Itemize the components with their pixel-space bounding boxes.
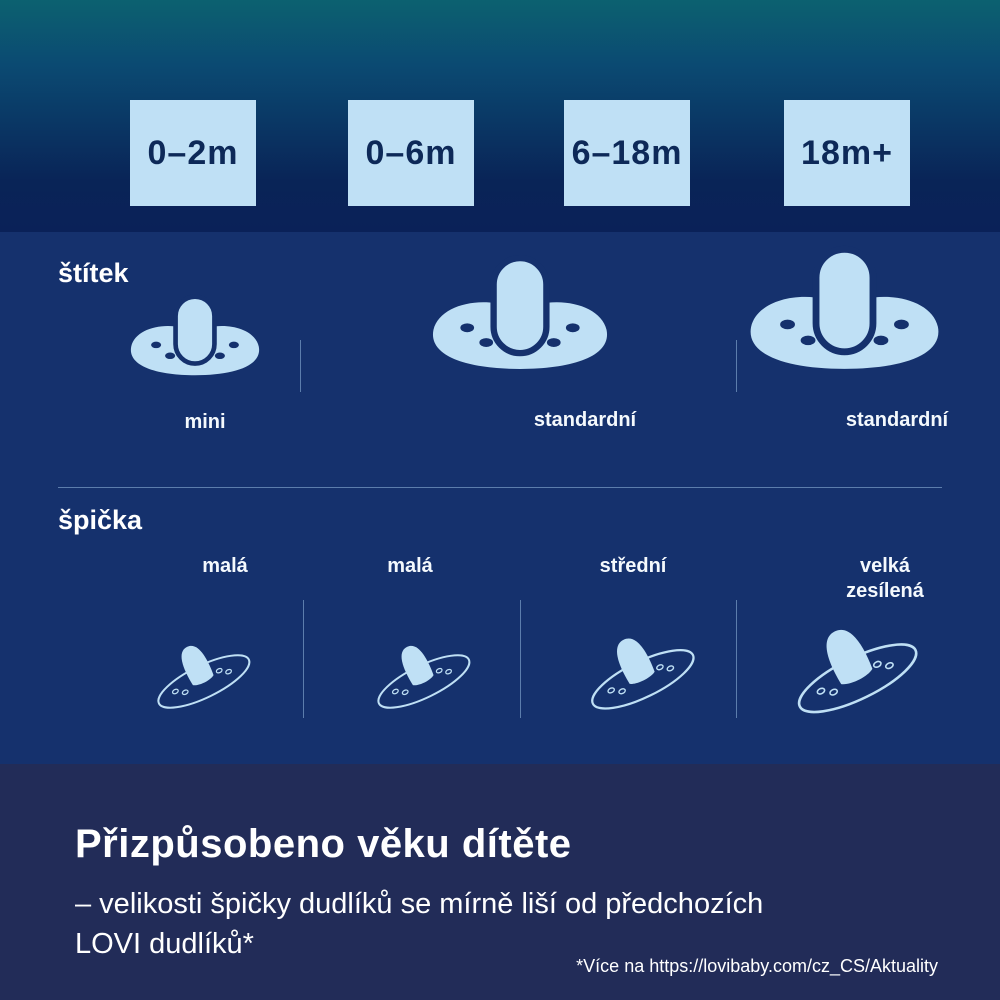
- pacifier-shield-icon-mini: [130, 294, 260, 376]
- shield-size-label: mini: [184, 411, 226, 433]
- age-badge-18m-plus: 18m+: [784, 100, 910, 206]
- pacifier-tip-icon-small: [157, 645, 251, 709]
- headline: Přizpůsobeno věku dítěte: [75, 822, 572, 866]
- pacifier-tip-icon-medium: [591, 638, 695, 710]
- tip-size-label: velká zesílená: [846, 555, 924, 602]
- divider: [303, 600, 304, 718]
- bottom-panel: [0, 764, 1000, 1000]
- age-badge-0-2m: 0–2m: [130, 100, 256, 206]
- tip-size-label: malá: [202, 555, 248, 577]
- divider: [736, 600, 737, 718]
- footnote-url: *Více na https://lovibaby.com/cz_CS/Aktu…: [576, 956, 938, 976]
- divider: [736, 340, 737, 392]
- pacifier-tip-icon-large: [797, 629, 918, 714]
- section-divider: [58, 487, 942, 488]
- tip-size-label: malá: [387, 555, 433, 577]
- shield-section-label: štítek: [58, 258, 129, 288]
- pacifier-shield-icon-standard: [432, 254, 608, 369]
- tip-size-label: střední: [599, 555, 667, 577]
- pacifier-tip-icon-small: [377, 645, 471, 709]
- subtitle-line-1: – velikosti špičky dudlíků se mírně liší…: [75, 888, 764, 920]
- age-badge-6-18m: 6–18m: [564, 100, 690, 206]
- pacifier-shield-icon-standard-large: [750, 245, 939, 369]
- divider: [520, 600, 521, 718]
- age-badge-0-6m: 0–6m: [348, 100, 474, 206]
- shield-size-label: standardní: [533, 409, 637, 431]
- shield-size-label: standardní: [845, 409, 949, 431]
- tip-section-label: špička: [58, 505, 143, 535]
- subtitle-line-2: LOVI dudlíků*: [75, 928, 254, 960]
- divider: [300, 340, 301, 392]
